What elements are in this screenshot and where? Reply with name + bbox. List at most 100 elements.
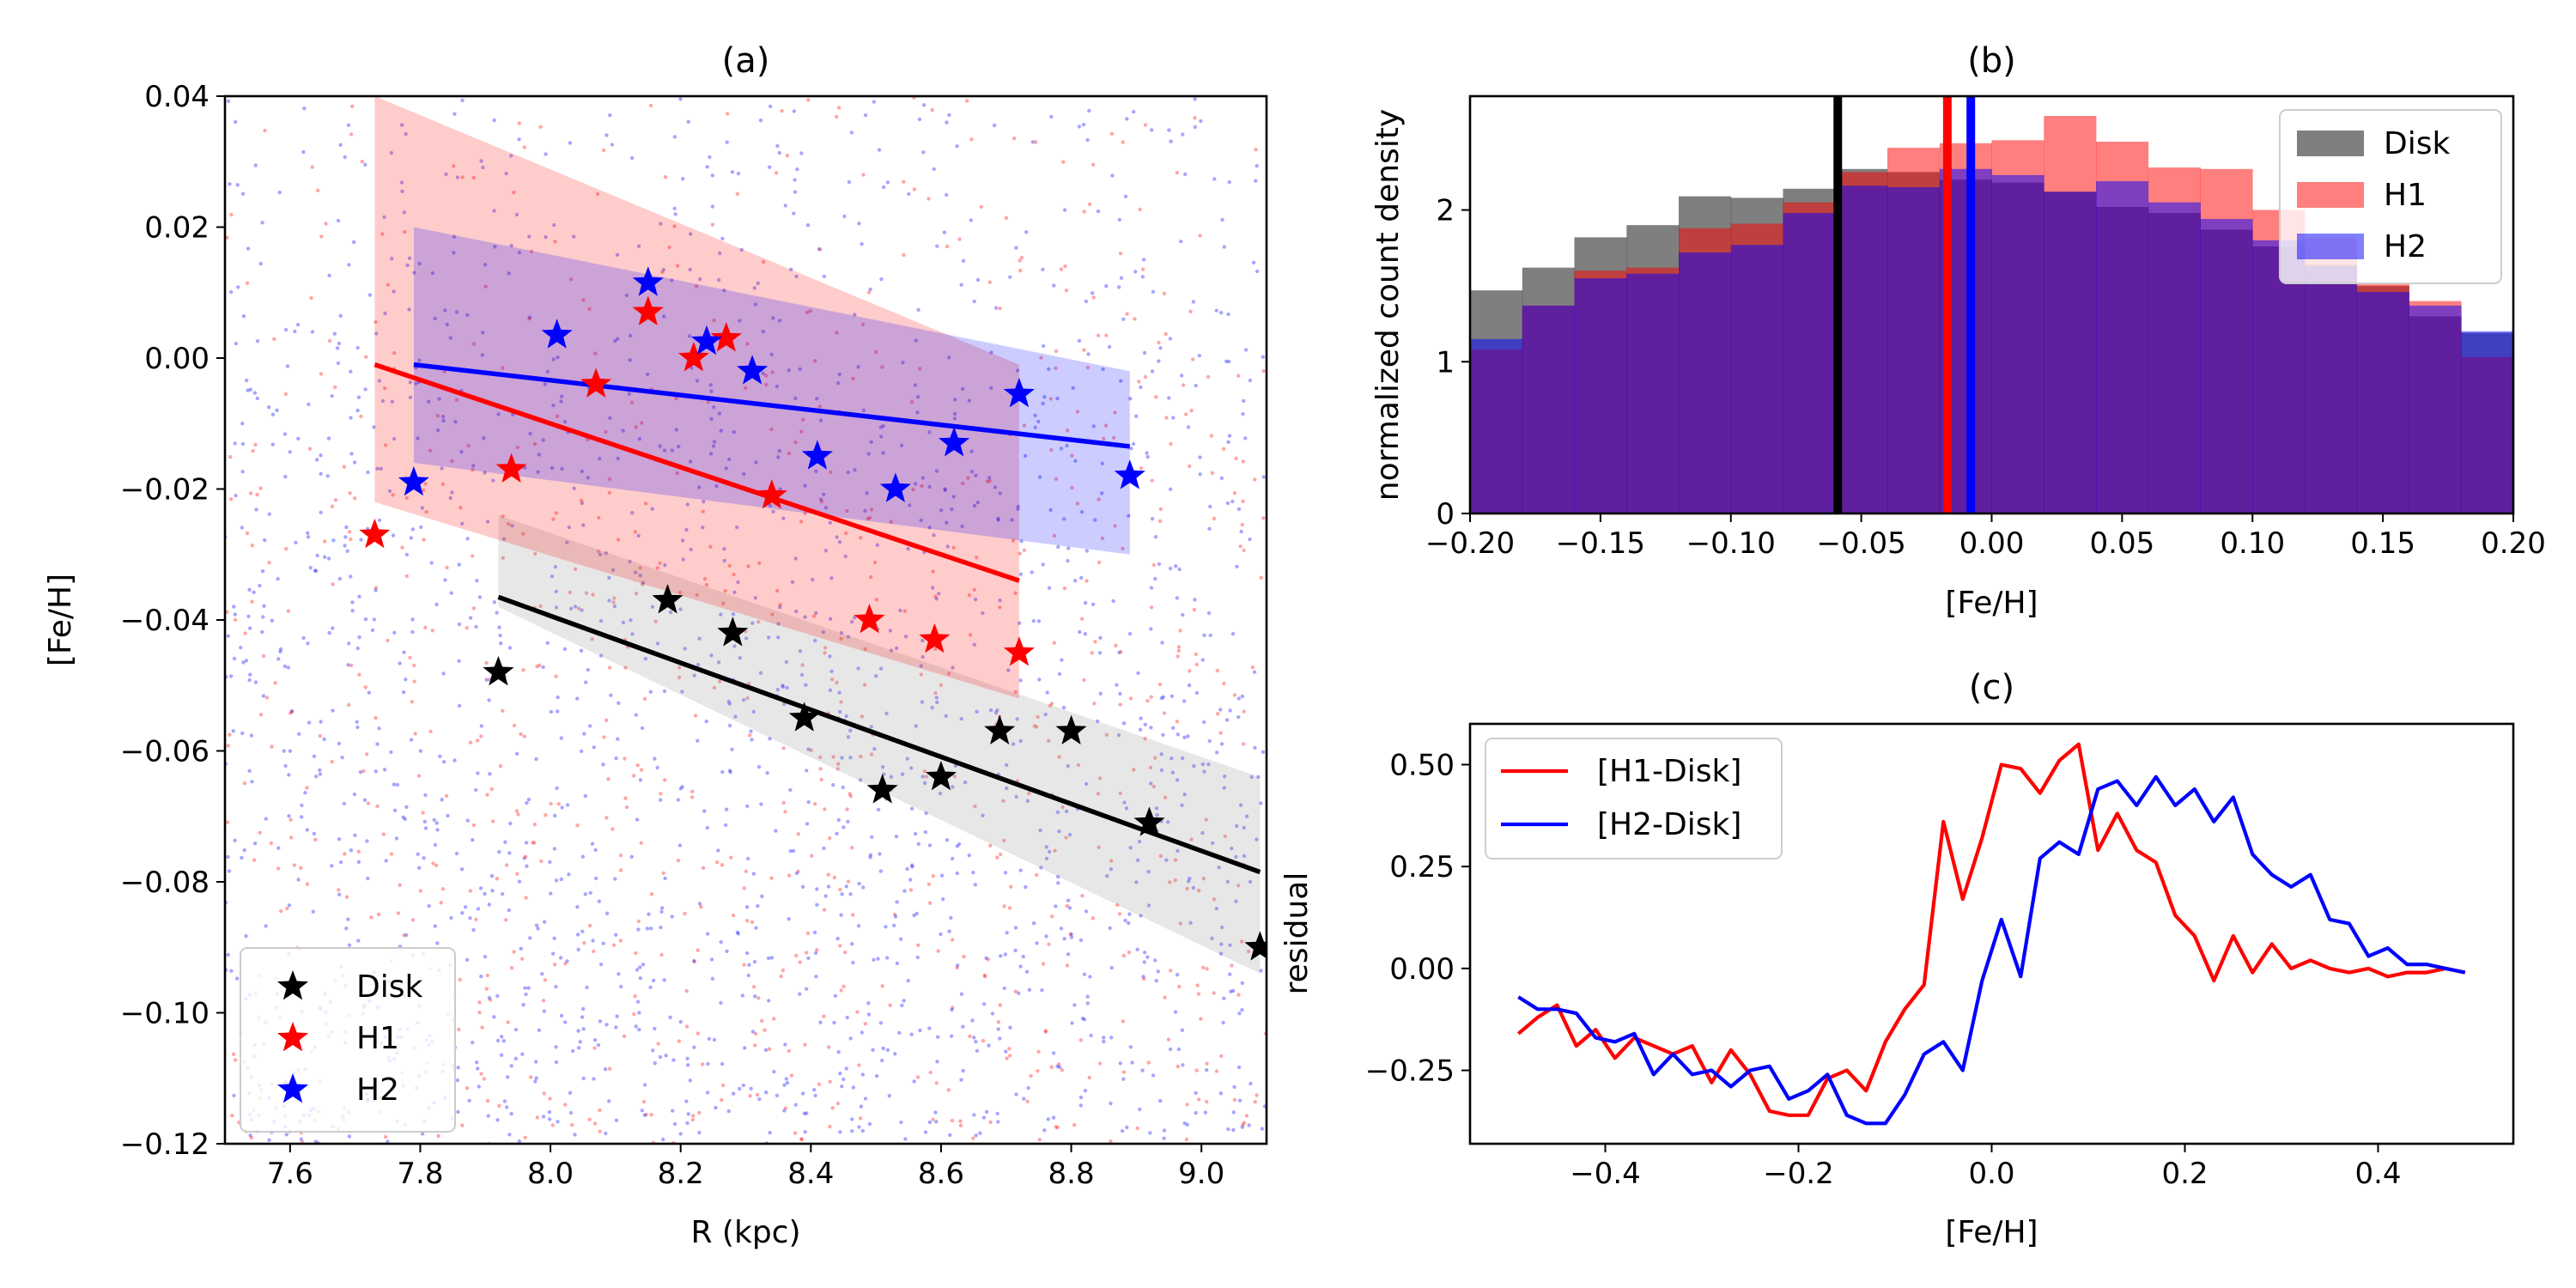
background-star <box>946 671 951 676</box>
panel-a-ytick-label: −0.12 <box>120 1127 210 1162</box>
background-star <box>479 1072 483 1076</box>
background-star <box>537 1028 542 1033</box>
background-star <box>1214 308 1218 313</box>
background-star <box>1121 721 1127 726</box>
background-star <box>1116 732 1121 738</box>
background-star <box>908 503 912 507</box>
background-star <box>1175 170 1180 175</box>
background-star <box>710 976 715 981</box>
background-star <box>410 617 415 622</box>
background-star <box>699 904 703 909</box>
background-star <box>1193 97 1197 101</box>
background-star <box>349 369 353 374</box>
background-star <box>781 516 786 520</box>
background-star <box>1206 611 1212 616</box>
background-star <box>537 453 542 457</box>
background-star <box>968 1034 972 1039</box>
background-star <box>477 1084 481 1089</box>
background-star <box>714 483 719 489</box>
background-star <box>1052 533 1057 538</box>
background-star <box>296 436 301 441</box>
background-star <box>559 399 563 404</box>
background-star <box>483 263 488 267</box>
background-star <box>1260 1127 1265 1131</box>
background-star <box>1091 602 1096 606</box>
background-star <box>363 162 368 167</box>
background-star <box>1215 668 1220 673</box>
background-star <box>999 954 1003 958</box>
background-star <box>987 476 992 480</box>
background-star <box>1223 775 1227 779</box>
background-star <box>1194 690 1200 696</box>
background-star <box>492 209 496 213</box>
background-star <box>1154 806 1159 811</box>
background-star <box>1246 949 1251 954</box>
panel-a-title: (a) <box>722 41 770 81</box>
background-star <box>1143 374 1148 380</box>
background-star <box>894 835 899 839</box>
background-star <box>1119 276 1124 280</box>
background-star <box>1151 784 1157 789</box>
background-star <box>409 536 413 540</box>
background-star <box>1097 560 1102 565</box>
background-star <box>1127 920 1131 926</box>
background-star <box>383 443 388 447</box>
background-star <box>1121 1070 1127 1074</box>
fit-line-disk <box>497 594 1261 875</box>
background-star <box>1013 948 1018 953</box>
background-star <box>615 1014 619 1018</box>
background-star <box>495 1118 500 1122</box>
background-star <box>374 588 378 592</box>
background-star <box>241 660 246 665</box>
background-star <box>1241 742 1246 746</box>
background-star <box>1138 727 1143 732</box>
background-star <box>246 388 250 392</box>
background-star <box>776 455 781 459</box>
background-star <box>676 798 680 802</box>
background-star <box>877 148 882 152</box>
background-star <box>534 756 538 762</box>
background-star <box>538 663 542 668</box>
background-star <box>803 1042 807 1047</box>
background-star <box>902 999 906 1003</box>
background-star <box>278 649 283 654</box>
background-star <box>492 118 496 123</box>
background-star <box>793 440 798 445</box>
background-star <box>634 951 638 956</box>
background-star <box>702 500 706 504</box>
background-star <box>891 923 896 928</box>
background-star <box>1057 755 1061 759</box>
background-star <box>1158 346 1163 350</box>
background-star <box>655 641 660 646</box>
background-star <box>747 963 751 968</box>
background-star <box>633 994 637 999</box>
background-star <box>1127 513 1131 518</box>
background-star <box>459 450 464 454</box>
background-star <box>932 167 937 172</box>
background-star <box>356 860 361 865</box>
background-star <box>1173 1010 1178 1014</box>
background-star <box>1198 472 1202 477</box>
background-star <box>623 665 628 670</box>
background-star <box>850 1117 854 1121</box>
background-star <box>909 766 914 770</box>
background-star <box>363 685 368 690</box>
background-star <box>1056 544 1060 550</box>
background-star <box>553 240 557 244</box>
background-star <box>1014 246 1018 250</box>
background-star <box>1151 289 1156 294</box>
background-star <box>1104 732 1109 737</box>
background-star <box>1061 705 1066 710</box>
background-star <box>844 1066 848 1071</box>
background-star <box>905 866 909 872</box>
legend-label-h2: H2 <box>356 1072 399 1108</box>
background-star <box>695 379 700 383</box>
background-star <box>692 673 696 677</box>
background-star <box>1143 123 1148 127</box>
background-star <box>448 336 453 340</box>
background-star <box>1249 775 1254 780</box>
background-star <box>866 1001 871 1005</box>
background-star <box>1248 879 1253 884</box>
background-star <box>283 392 289 397</box>
background-star <box>870 752 874 756</box>
